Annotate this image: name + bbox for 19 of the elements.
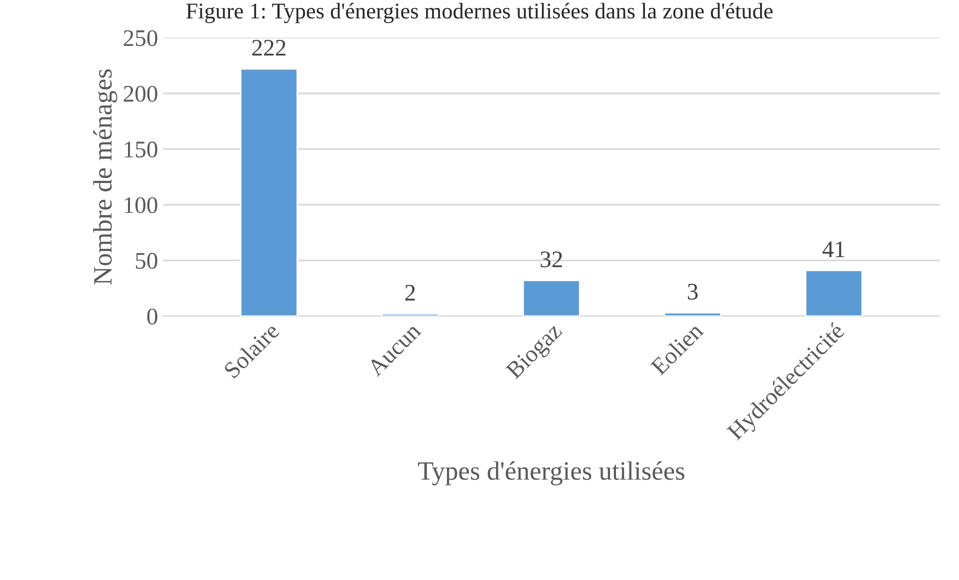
bar (381, 313, 440, 316)
y-tick-label: 100 (124, 197, 158, 214)
x-axis-title: Types d'énergies utilisées (418, 461, 684, 486)
data-label: 32 (540, 251, 562, 268)
y-axis-title: Nombre de ménages (93, 69, 118, 285)
bar (522, 280, 580, 316)
y-tick-label: 200 (124, 86, 158, 102)
data-label: 2 (405, 284, 415, 301)
y-tick-label: 0 (147, 308, 158, 325)
chart-title: Figure 1: Types d'énergies modernes utilisées dans la zone d'étude (186, 2, 773, 24)
y-tick-label: 250 (124, 30, 158, 46)
bar (664, 312, 722, 316)
bar (804, 270, 863, 316)
data-label: 222 (252, 40, 286, 56)
bar (240, 68, 298, 316)
y-tick-label: 50 (136, 252, 158, 269)
data-label: 41 (822, 241, 844, 258)
data-label: 3 (688, 284, 698, 300)
y-tick-label: 150 (124, 142, 158, 158)
